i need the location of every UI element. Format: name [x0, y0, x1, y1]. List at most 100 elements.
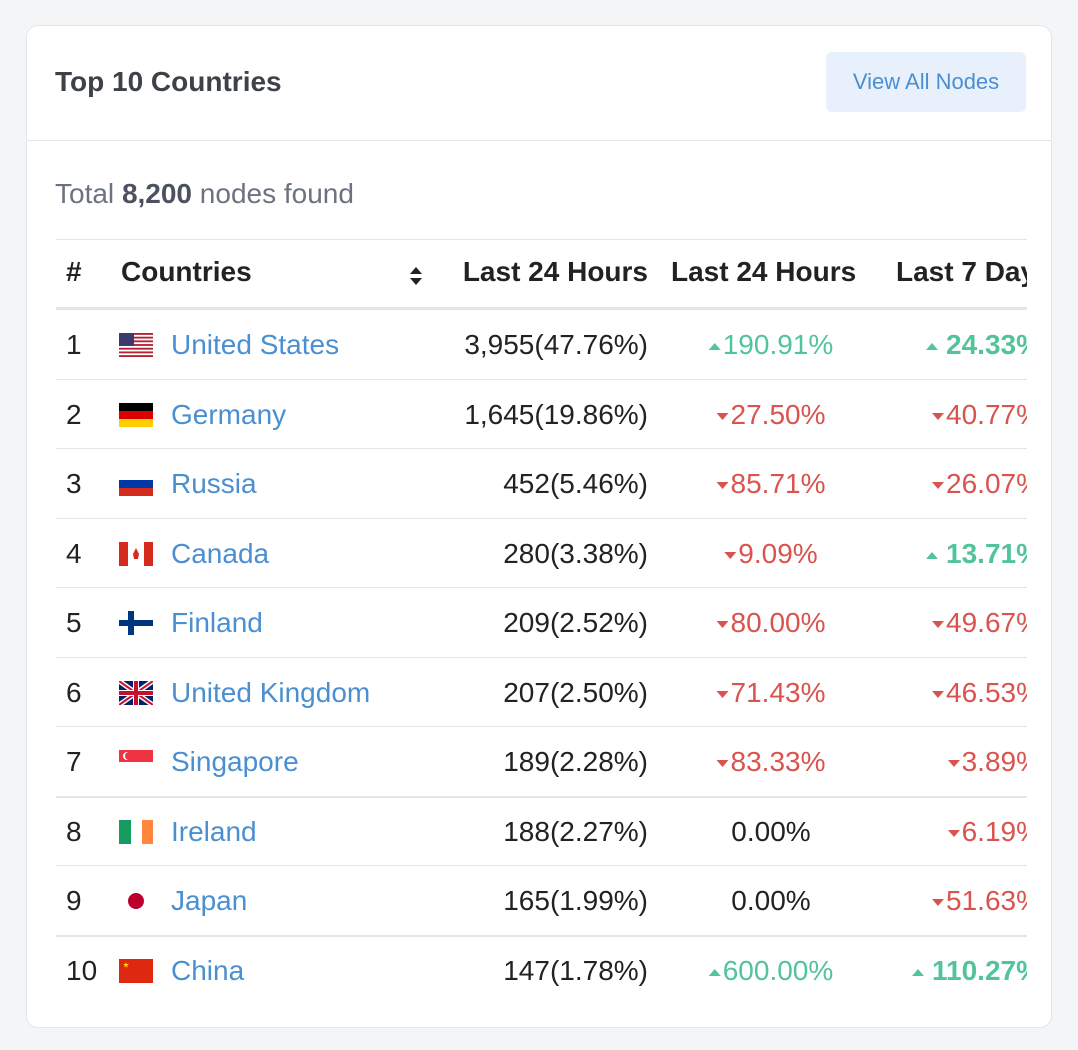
change-24h: 9.09% — [724, 537, 818, 569]
sort-icon[interactable] — [408, 263, 424, 285]
trend-arrow — [716, 690, 729, 698]
trend-arrow — [716, 482, 729, 490]
country-flag — [119, 541, 153, 566]
trend-arrow — [932, 412, 945, 420]
node-count: 1,645(19.86%) — [464, 398, 648, 430]
summary: Total 8,200 nodes found — [55, 178, 354, 210]
country-link[interactable]: United Kingdom — [171, 676, 371, 708]
change-24h-value: 71.43% — [730, 676, 826, 708]
column-header: Last 24 Hours — [462, 256, 648, 287]
trend-arrow — [932, 621, 945, 629]
rank: 3 — [66, 468, 82, 499]
change-24h-value: 83.33% — [730, 746, 826, 777]
change-24h: 0.00% — [731, 815, 811, 847]
trend-arrow — [716, 621, 729, 629]
country-cell: Singapore — [171, 747, 299, 777]
summary-prefix: Total — [55, 178, 115, 209]
rank: 10 — [66, 954, 98, 986]
change-7d-value: 49.67% — [946, 607, 1027, 638]
trend-arrow — [708, 968, 721, 976]
change-24h-value: 80.00% — [730, 607, 826, 638]
summary-suffix: nodes found — [199, 178, 354, 209]
change-24h-value: 9.09% — [738, 537, 818, 569]
change-7d: 3.89% — [947, 746, 1027, 777]
change-7d-value: 26.07% — [946, 468, 1027, 499]
change-7d: 51.63% — [932, 886, 1027, 916]
change-7d: 46.53% — [932, 677, 1027, 708]
trend-arrow — [716, 412, 729, 420]
country-cell: United States — [171, 330, 339, 360]
row-border — [56, 239, 1027, 240]
node-count: 147(1.78%) — [503, 954, 648, 986]
change-24h: 600.00% — [708, 954, 834, 986]
row-border — [56, 795, 1027, 798]
change-7d-value: 3.89% — [961, 746, 1027, 777]
rank: 2 — [66, 398, 82, 430]
rank: 4 — [66, 537, 82, 569]
column-header: Last 24 Hours — [671, 256, 857, 287]
country-link[interactable]: Singapore — [171, 746, 299, 777]
node-count: 188(2.27%) — [503, 815, 648, 847]
country-flag — [119, 958, 153, 983]
trend-arrow — [912, 968, 924, 976]
node-count: 189(2.28%) — [503, 746, 648, 777]
row-border — [56, 587, 1027, 588]
country-cell: Japan — [171, 886, 247, 916]
country-flag — [119, 611, 153, 635]
change-24h-value: 190.91% — [722, 329, 834, 360]
country-cell: Germany — [171, 398, 287, 430]
country-flag — [117, 678, 155, 707]
row-border — [56, 656, 1027, 658]
change-7d: 6.19% — [947, 816, 1027, 847]
country-link[interactable]: Canada — [171, 537, 270, 569]
change-24h: 80.00% — [716, 607, 826, 638]
row-border — [56, 865, 1027, 866]
node-count: 452(5.46%) — [503, 468, 648, 499]
row-border — [56, 934, 1027, 937]
change-24h: 83.33% — [716, 746, 826, 777]
change-24h: 27.50% — [716, 398, 826, 430]
rank: 6 — [66, 676, 82, 708]
country-cell: Russia — [171, 469, 257, 499]
change-24h-value: 27.50% — [730, 398, 826, 430]
column-header: # — [66, 256, 82, 287]
country-link[interactable]: Japan — [171, 885, 248, 916]
country-cell: Ireland — [171, 815, 257, 847]
node-count: 280(3.38%) — [503, 537, 648, 569]
country-flag — [119, 402, 153, 427]
rank: 9 — [66, 885, 82, 916]
change-24h-value: 0.00% — [731, 885, 811, 916]
row-border — [56, 448, 1027, 449]
change-24h: 0.00% — [731, 886, 810, 916]
node-count: 207(2.50%) — [503, 676, 648, 708]
country-link[interactable]: China — [171, 954, 245, 986]
country-flag — [119, 819, 153, 844]
rank: 5 — [66, 607, 82, 638]
country-link[interactable]: Russia — [171, 468, 257, 499]
country-link[interactable]: Finland — [171, 607, 263, 638]
trend-arrow — [932, 899, 945, 907]
view-all-button[interactable]: View All Nodes — [826, 52, 1026, 112]
change-24h-value: 0.00% — [731, 815, 811, 847]
country-link[interactable]: Germany — [171, 398, 287, 430]
node-count: 165(1.99%) — [503, 885, 648, 916]
change-7d-value: 51.63% — [946, 885, 1027, 916]
country-link[interactable]: United States — [171, 329, 340, 360]
country-link[interactable]: Ireland — [171, 815, 257, 847]
change-7d: 13.71% — [926, 538, 1027, 569]
country-cell: Canada — [171, 537, 270, 569]
trend-arrow — [708, 343, 721, 351]
country-cell: Finland — [171, 608, 263, 638]
trend-arrow — [926, 551, 939, 559]
node-count: 209(2.52%) — [503, 607, 648, 638]
country-flag — [119, 472, 153, 496]
node-count: 3,955(47.76%) — [464, 329, 648, 360]
summary-count: 8,200 — [121, 178, 193, 209]
country-flag — [119, 889, 153, 913]
row-border — [56, 307, 1027, 310]
trend-arrow — [926, 343, 939, 351]
change-24h-value: 600.00% — [722, 954, 834, 986]
country-cell: China — [171, 954, 245, 986]
change-7d: 110.27% — [912, 954, 1027, 986]
change-7d-value: 110.27% — [932, 954, 1027, 986]
